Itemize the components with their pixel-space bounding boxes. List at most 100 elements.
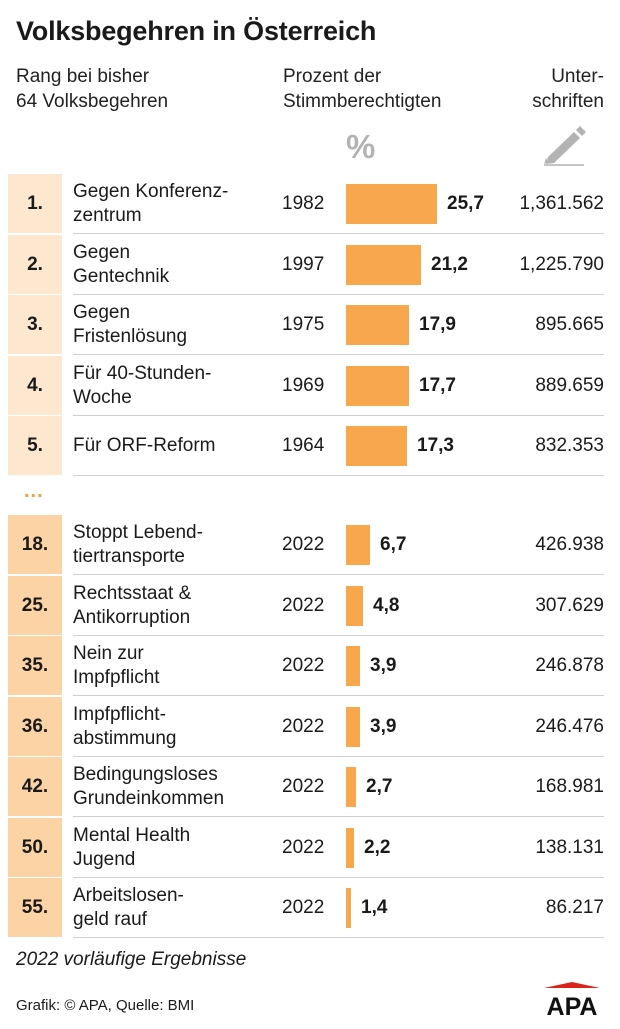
initiative-name: Arbeitslosen- geld rauf (73, 884, 184, 930)
percent-bar (346, 707, 360, 747)
signatures-value: 168.981 (535, 775, 604, 797)
percent-value-label: 17,7 (419, 374, 456, 396)
year-label: 2022 (282, 715, 325, 737)
percent-value-label: 3,9 (370, 654, 397, 676)
table-row: 36. Impfpflicht- abstimmung 2022 3,9 246.476 (0, 697, 620, 757)
percent-icon: % (346, 128, 376, 165)
table-row: 3. Gegen Fristenlösung 1975 17,9 895.665 (0, 295, 620, 355)
rank-label: 42. (8, 757, 62, 816)
initiative-name: Für ORF-Reform (73, 434, 216, 456)
initiative-name: Rechtsstaat & Antikorruption (73, 582, 192, 628)
row-divider (73, 233, 604, 234)
apa-logo-text: APA (547, 993, 598, 1020)
rank-label: 1. (8, 174, 62, 233)
initiative-name: Nein zur Impfpflicht (73, 642, 160, 688)
row-divider (73, 756, 604, 757)
year-label: 2022 (282, 594, 325, 616)
initiative-name: Bedingungsloses Grundeinkommen (73, 763, 225, 809)
year-label: 1964 (282, 434, 325, 456)
year-label: 1975 (282, 313, 325, 335)
percent-bar (346, 888, 351, 928)
rank-label: 18. (8, 515, 62, 574)
row-divider (73, 816, 604, 817)
percent-bar (346, 767, 356, 807)
year-label: 1997 (282, 253, 325, 275)
rank-label: 3. (8, 295, 62, 354)
initiative-name: Mental Health Jugend (73, 824, 191, 870)
initiative-name: Gegen Fristenlösung (73, 301, 188, 347)
initiative-name: Gegen Konferenz- zentrum (73, 180, 229, 226)
ellipsis: ... (24, 480, 44, 502)
table-row: 42. Bedingungsloses Grundeinkommen 2022 2,7… (0, 757, 620, 817)
table-row: 4. Für 40-Stunden- Woche 1969 17,7 889.659 (0, 356, 620, 416)
rank-column-header: Rang bei bisher 64 Volksbegehren (16, 66, 169, 112)
percent-bar (346, 828, 354, 868)
row-divider (73, 695, 604, 696)
percent-value-label: 6,7 (380, 533, 407, 555)
rank-label: 36. (8, 697, 62, 756)
row-divider (73, 415, 604, 416)
rank-label: 55. (8, 878, 62, 937)
signatures-column-header: Unter- schriften (532, 66, 604, 112)
row-divider (73, 635, 604, 636)
percent-bar (346, 426, 407, 466)
percent-value-label: 17,3 (417, 434, 454, 456)
signatures-value: 138.131 (535, 836, 604, 858)
percent-value-label: 21,2 (431, 253, 468, 275)
percent-column-header: Prozent der Stimmberechtigten (283, 66, 442, 112)
initiative-name: Stoppt Lebend- tiertransporte (73, 521, 203, 567)
row-divider (73, 475, 604, 476)
percent-value-label: 25,7 (447, 192, 484, 214)
percent-bar (346, 646, 360, 686)
signatures-value: 307.629 (535, 594, 604, 616)
chart-title: Volksbegehren in Österreich (16, 16, 377, 46)
source-credit: Grafik: © APA, Quelle: BMI (16, 997, 195, 1014)
rank-label: 35. (8, 636, 62, 695)
row-divider (73, 354, 604, 355)
percent-bar (346, 525, 370, 565)
rank-label: 2. (8, 235, 62, 294)
percent-bar (346, 305, 409, 345)
table-row: 25. Rechtsstaat & Antikorruption 2022 4,8 30… (0, 576, 620, 636)
percent-bar (346, 366, 409, 406)
table-row: 18. Stoppt Lebend- tiertransporte 2022 6,7 4… (0, 515, 620, 575)
table-row: 5. Für ORF-Reform 1964 17,3 832.353 (0, 416, 620, 476)
row-divider (73, 294, 604, 295)
table-row: 1. Gegen Konferenz- zentrum 1982 25,7 1,361.… (0, 174, 620, 234)
rank-label: 25. (8, 576, 62, 635)
percent-value-label: 2,2 (364, 836, 391, 858)
signatures-value: 426.938 (535, 533, 604, 555)
percent-value-label: 2,7 (366, 775, 393, 797)
percent-bar (346, 184, 437, 224)
initiative-name: Gegen Gentechnik (73, 241, 170, 287)
row-divider (73, 937, 604, 938)
rank-label: 4. (8, 356, 62, 415)
percent-value-label: 3,9 (370, 715, 397, 737)
percent-value-label: 4,8 (373, 594, 400, 616)
signatures-value: 246.878 (535, 654, 604, 676)
percent-value-label: 17,9 (419, 313, 456, 335)
percent-bar (346, 245, 421, 285)
rank-label: 5. (8, 416, 62, 475)
signatures-value: 889.659 (535, 374, 604, 396)
table-row: 50. Mental Health Jugend 2022 2,2 138.131 (0, 818, 620, 878)
table-row: 55. Arbeitslosen- geld rauf 2022 1,4 86.217 (0, 878, 620, 938)
year-label: 2022 (282, 775, 325, 797)
year-label: 2022 (282, 533, 325, 555)
year-label: 2022 (282, 896, 325, 918)
year-label: 2022 (282, 654, 325, 676)
percent-value-label: 1,4 (361, 896, 388, 918)
footnote: 2022 vorläufige Ergebnisse (16, 949, 247, 970)
initiative-name: Impfpflicht- abstimmung (73, 703, 177, 749)
signatures-value: 246.476 (535, 715, 604, 737)
signatures-value: 895.665 (535, 313, 604, 335)
year-label: 1982 (282, 192, 325, 214)
signatures-value: 1,225.790 (519, 253, 604, 275)
signatures-value: 832.353 (535, 434, 604, 456)
signatures-value: 1,361.562 (519, 192, 604, 214)
year-label: 2022 (282, 836, 325, 858)
row-divider (73, 877, 604, 878)
percent-bar (346, 586, 363, 626)
apa-logo: APA (544, 982, 600, 1020)
table-row: 2. Gegen Gentechnik 1997 21,2 1,225.790 (0, 235, 620, 295)
